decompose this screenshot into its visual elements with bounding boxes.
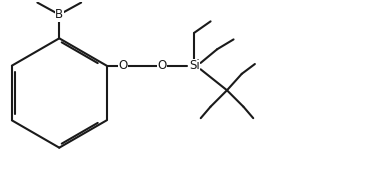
Text: O: O (157, 59, 167, 72)
Text: O: O (118, 59, 127, 72)
Text: Si: Si (189, 59, 199, 72)
Text: B: B (55, 8, 63, 21)
